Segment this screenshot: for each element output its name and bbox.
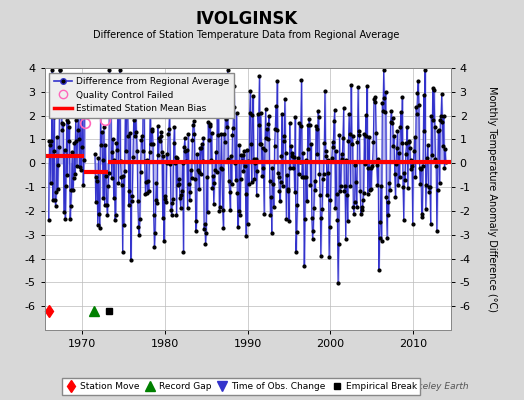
Text: Difference of Station Temperature Data from Regional Average: Difference of Station Temperature Data f… <box>93 30 399 40</box>
Text: IVOLGINSK: IVOLGINSK <box>195 10 298 28</box>
Legend: Station Move, Record Gap, Time of Obs. Change, Empirical Break: Station Move, Record Gap, Time of Obs. C… <box>62 378 420 395</box>
Text: Berkeley Earth: Berkeley Earth <box>402 382 469 391</box>
Legend: Difference from Regional Average, Quality Control Failed, Estimated Station Mean: Difference from Regional Average, Qualit… <box>49 72 234 118</box>
Y-axis label: Monthly Temperature Anomaly Difference (°C): Monthly Temperature Anomaly Difference (… <box>487 86 497 312</box>
